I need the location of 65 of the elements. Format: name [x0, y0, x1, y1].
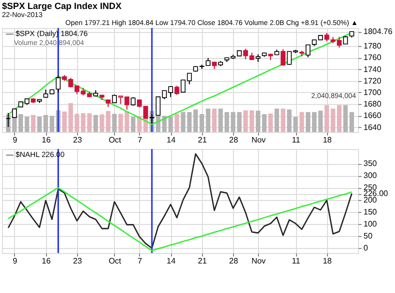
x-tick-label: 28: [229, 136, 239, 144]
x-tick-label: Nov: [251, 136, 266, 144]
bar: [300, 112, 304, 132]
x-tick-label: 11: [292, 256, 301, 266]
x-tick-label: 9: [12, 136, 18, 144]
bar: [100, 114, 104, 132]
y-tick-label: 226.00: [364, 189, 389, 198]
candlestick: [174, 85, 180, 96]
y-tick-label: 1720: [364, 76, 382, 86]
bar: [174, 114, 180, 132]
bar: [293, 116, 298, 132]
y-tick-label: 1780: [364, 42, 382, 51]
x-tick-label: 21: [198, 136, 208, 144]
bar: [112, 114, 117, 132]
bar: [212, 108, 217, 132]
x-tick-label: 18: [322, 256, 332, 266]
bar: [168, 116, 173, 132]
x-tick-label: 9: [12, 256, 18, 266]
line-series: [8, 153, 352, 249]
x-tick-label: 28: [229, 256, 239, 266]
y-tick-label: 1740: [364, 64, 382, 74]
bar: [137, 116, 142, 132]
x-tick-label: 16: [42, 256, 52, 266]
bar: [206, 108, 210, 132]
bar: [324, 105, 330, 132]
x-tick-label: 7: [138, 136, 143, 144]
y-tick-label: 350: [364, 159, 378, 168]
bar: [30, 114, 36, 132]
y-tick-label: 1804.76: [364, 27, 393, 36]
bar: [130, 116, 136, 132]
y-tick-label: 1700: [364, 88, 382, 97]
y-tick-label: 150: [364, 207, 378, 216]
y-tick-label: 50: [364, 232, 373, 241]
y-tick-label: 1660: [364, 111, 382, 120]
y-tick-label: 1680: [364, 100, 382, 109]
x-tick-label: Oct: [108, 256, 122, 266]
line-series: [8, 187, 352, 252]
bar: [93, 114, 98, 132]
x-tick-label: 14: [166, 136, 176, 144]
x-tick-label: 14: [166, 256, 176, 266]
x-tick-label: 7: [138, 256, 143, 266]
x-tick-label: Nov: [251, 256, 266, 266]
y-tick-label: 100: [364, 219, 378, 228]
bar: [62, 111, 67, 132]
y-tick-label: 300: [364, 171, 378, 180]
bar: [274, 108, 280, 132]
x-tick-label: 16: [42, 136, 52, 144]
x-tick-label: 23: [72, 256, 82, 266]
bar: [318, 110, 323, 132]
x-tick-label: 21: [198, 256, 208, 266]
y-tick-label: 200: [364, 195, 378, 204]
y-tick-label: 1760: [364, 53, 382, 62]
x-tick-label: 11: [292, 136, 301, 144]
y-tick-label: 1640: [364, 122, 382, 132]
y-tick-label: 0: [364, 244, 368, 253]
x-tick-label: Oct: [108, 136, 122, 144]
x-tick-label: 23: [72, 136, 82, 144]
bar: [268, 114, 273, 132]
bar: [106, 110, 110, 132]
x-tick-label: 18: [322, 136, 332, 144]
chart-title: $SPX Large Cap Index INDX: [2, 1, 122, 11]
candlestick: [280, 48, 286, 66]
bar: [37, 116, 42, 132]
bar: [287, 109, 292, 132]
bar: [280, 108, 286, 132]
